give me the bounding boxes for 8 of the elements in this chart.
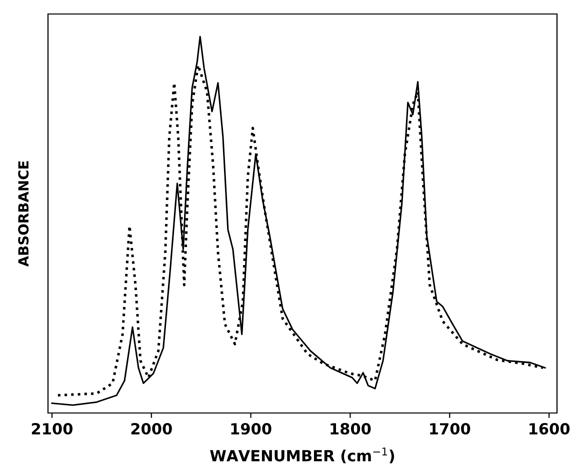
x-tick-label: 1700 [430,422,470,435]
x-axis-title: WAVENUMBER (cm$^{−1}$) [210,448,394,464]
x-tick-label: 1900 [231,422,272,435]
x-tick-label: 2100 [32,422,73,435]
x-tick-label: 1800 [330,422,371,435]
y-axis-title: ABSORBANCE [18,161,29,267]
x-tick-label: 2000 [131,422,172,435]
x-tick-label: 1600 [530,422,570,435]
